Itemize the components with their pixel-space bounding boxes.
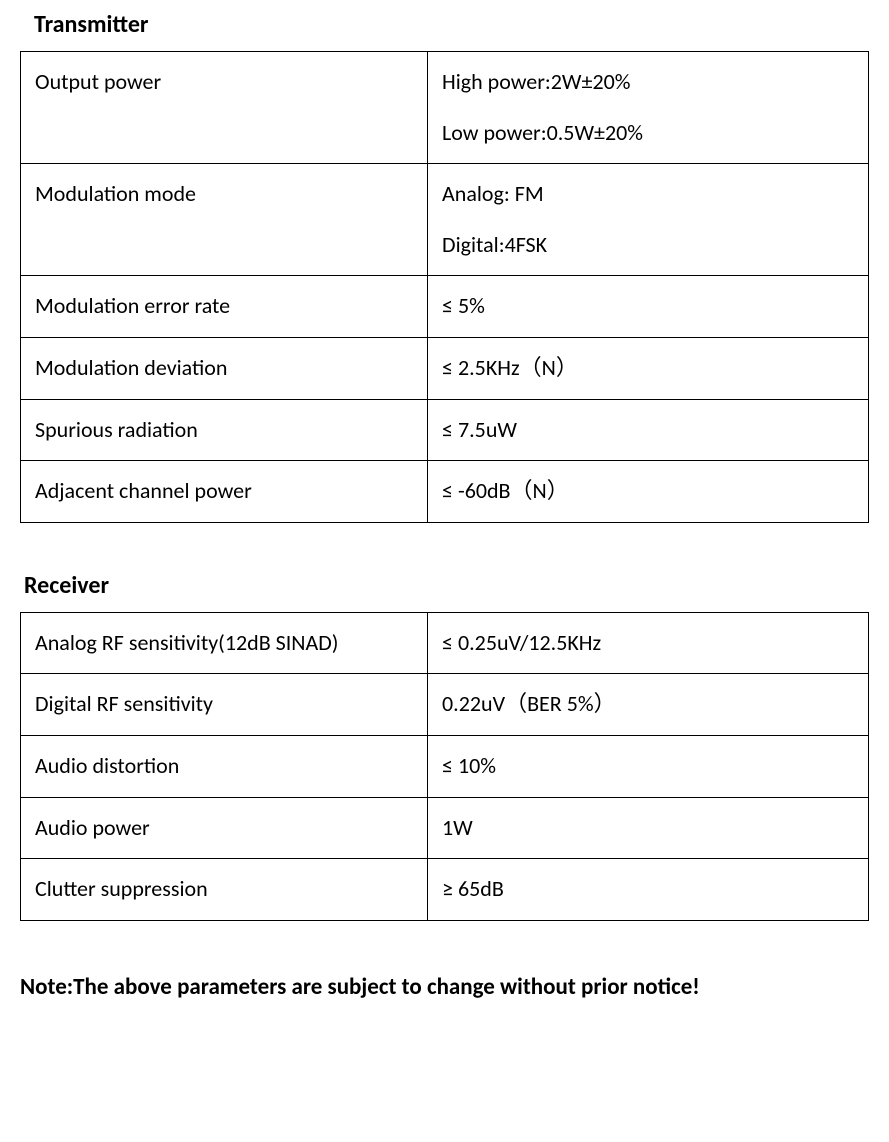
transmitter-title: Transmitter xyxy=(34,10,869,39)
spec-label: Modulation error rate xyxy=(21,276,428,338)
table-row: Spurious radiation ≤ 7.5uW xyxy=(21,399,869,461)
table-row: Audio power 1W xyxy=(21,797,869,859)
spec-label: Audio power xyxy=(21,797,428,859)
table-row: Modulation deviation ≤ 2.5KHz（N） xyxy=(21,337,869,399)
spec-value-line: High power:2W±20% xyxy=(442,68,854,97)
spec-value: ≤ 5% xyxy=(428,276,869,338)
spec-value: ≤ 10% xyxy=(428,735,869,797)
spec-value: 1W xyxy=(428,797,869,859)
table-row: Output power High power:2W±20% Low power… xyxy=(21,52,869,164)
spec-label: Digital RF sensitivity xyxy=(21,674,428,736)
page-root: Transmitter Output power High power:2W±2… xyxy=(0,0,889,1021)
spec-value: ≤ 2.5KHz（N） xyxy=(428,337,869,399)
receiver-title: Receiver xyxy=(24,571,869,600)
receiver-table: Analog RF sensitivity(12dB SINAD) ≤ 0.25… xyxy=(20,612,869,921)
spec-value: ≤ 0.25uV/12.5KHz xyxy=(428,612,869,674)
spec-value: ≤ 7.5uW xyxy=(428,399,869,461)
table-row: Adjacent channel power ≤ -60dB（N） xyxy=(21,461,869,523)
footer-note: Note:The above parameters are subject to… xyxy=(20,973,869,1001)
table-row: Digital RF sensitivity 0.22uV（BER 5%） xyxy=(21,674,869,736)
spec-label: Adjacent channel power xyxy=(21,461,428,523)
table-row: Modulation error rate ≤ 5% xyxy=(21,276,869,338)
spec-value-line: Digital:4FSK xyxy=(442,231,854,260)
spec-label: Spurious radiation xyxy=(21,399,428,461)
spec-label: Output power xyxy=(21,52,428,164)
transmitter-table: Output power High power:2W±20% Low power… xyxy=(20,51,869,523)
spec-label: Modulation deviation xyxy=(21,337,428,399)
spec-value: ≤ -60dB（N） xyxy=(428,461,869,523)
table-row: Audio distortion ≤ 10% xyxy=(21,735,869,797)
spec-value: High power:2W±20% Low power:0.5W±20% xyxy=(428,52,869,164)
spec-label: Modulation mode xyxy=(21,164,428,276)
spec-value: Analog: FM Digital:4FSK xyxy=(428,164,869,276)
table-row: Clutter suppression ≥ 65dB xyxy=(21,859,869,921)
spec-label: Audio distortion xyxy=(21,735,428,797)
table-row: Analog RF sensitivity(12dB SINAD) ≤ 0.25… xyxy=(21,612,869,674)
spec-value-line: Low power:0.5W±20% xyxy=(442,119,854,148)
spec-label: Analog RF sensitivity(12dB SINAD) xyxy=(21,612,428,674)
table-row: Modulation mode Analog: FM Digital:4FSK xyxy=(21,164,869,276)
spec-value: ≥ 65dB xyxy=(428,859,869,921)
spec-value-line: Analog: FM xyxy=(442,180,854,209)
spec-value: 0.22uV（BER 5%） xyxy=(428,674,869,736)
spec-label: Clutter suppression xyxy=(21,859,428,921)
